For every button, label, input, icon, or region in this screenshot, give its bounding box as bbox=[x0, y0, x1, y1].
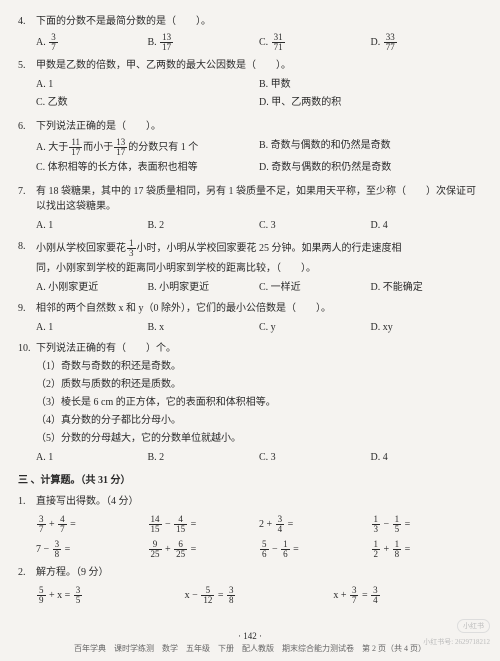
q5-opt-b: B. 甲数 bbox=[259, 77, 482, 92]
c1-row2: 7 − 38 = 925 + 625 = 56 − 16 = 12 + 18 = bbox=[18, 540, 482, 559]
q8-opt-b: B. 小明家更近 bbox=[148, 280, 260, 295]
q5-opt-c: C. 乙数 bbox=[36, 95, 259, 110]
q10: 10. 下列说法正确的有（ ）个。 bbox=[18, 341, 482, 356]
q7-opt-a: A. 1 bbox=[36, 218, 148, 233]
q10-s1: （1）奇数与奇数的积还是奇数。 bbox=[18, 359, 482, 374]
c2b: x − 512 = 38 bbox=[185, 586, 334, 605]
q8-opt-c: C. 一样近 bbox=[259, 280, 371, 295]
q7-opt-d: D. 4 bbox=[371, 218, 483, 233]
c2-stem: 解方程。（9 分） bbox=[36, 565, 482, 580]
q10-s2: （2）质数与质数的积还是质数。 bbox=[18, 377, 482, 392]
q8-opt-a: A. 小刚家更近 bbox=[36, 280, 148, 295]
q10-opt-d: D. 4 bbox=[371, 450, 483, 465]
q9: 9. 相邻的两个自然数 x 和 y（0 除外），它们的最小公倍数是（ ）。 bbox=[18, 301, 482, 316]
q7-stem: 有 18 袋糖果，其中的 17 袋质量相同，另有 1 袋质量不足，如果用天平称，… bbox=[36, 184, 482, 214]
q8-num: 8. bbox=[18, 239, 36, 258]
q4-stem: 下面的分数不是最简分数的是（ ）。 bbox=[36, 14, 482, 29]
c1-row1: 37 + 47 = 1415 − 415 = 2 + 34 = 13 − 15 … bbox=[18, 515, 482, 534]
q5-stem: 甲数是乙数的倍数，甲、乙两数的最大公因数是（ ）。 bbox=[36, 58, 482, 73]
q7-opt-c: C. 3 bbox=[259, 218, 371, 233]
q4-num: 4. bbox=[18, 14, 36, 29]
q9-opts: A. 1 B. x C. y D. xy bbox=[18, 320, 482, 335]
q10-opts: A. 1 B. 2 C. 3 D. 4 bbox=[18, 450, 482, 465]
c2-num: 2. bbox=[18, 565, 36, 580]
q6-opt-c: C. 体积相等的长方体，表面积也相等 bbox=[36, 160, 259, 175]
q8-stem: 小刚从学校回家要花13小时，小明从学校回家要花 25 分钟。如果两人的行走速度相 bbox=[36, 239, 482, 258]
q6-opt-d: D. 奇数与偶数的积仍然是奇数 bbox=[259, 160, 482, 175]
watermark-id: 小红书号: 2629718212 bbox=[423, 637, 490, 648]
q8-stem2: 同，小刚家到学校的距离同小明家到学校的距离比较，（ ）。 bbox=[18, 261, 482, 276]
q7-opts: A. 1 B. 2 C. 3 D. 4 bbox=[18, 218, 482, 233]
q4-opt-a: A. 37 bbox=[36, 33, 148, 52]
q7: 7. 有 18 袋糖果，其中的 17 袋质量相同，另有 1 袋质量不足，如果用天… bbox=[18, 184, 482, 214]
c1r1b: 1415 − 415 = bbox=[148, 515, 260, 534]
c2a: 59 + x = 35 bbox=[36, 586, 185, 605]
q4: 4. 下面的分数不是最简分数的是（ ）。 bbox=[18, 14, 482, 29]
c1r1d: 13 − 15 = bbox=[371, 515, 483, 534]
section-3-title: 三 、计算题。（共 31 分） bbox=[18, 473, 482, 488]
q8: 8. 小刚从学校回家要花13小时，小明从学校回家要花 25 分钟。如果两人的行走… bbox=[18, 239, 482, 258]
q7-num: 7. bbox=[18, 184, 36, 214]
q10-opt-c: C. 3 bbox=[259, 450, 371, 465]
c1r2c: 56 − 16 = bbox=[259, 540, 371, 559]
c1-stem: 直接写出得数。（4 分） bbox=[36, 494, 482, 509]
q5-opt-a: A. 1 bbox=[36, 77, 259, 92]
q5-opt-d: D. 甲、乙两数的积 bbox=[259, 95, 482, 110]
q5: 5. 甲数是乙数的倍数，甲、乙两数的最大公因数是（ ）。 bbox=[18, 58, 482, 73]
c1r1a: 37 + 47 = bbox=[36, 515, 148, 534]
q10-s3: （3）棱长是 6 cm 的正方体，它的表面积和体积相等。 bbox=[18, 395, 482, 410]
q10-s4: （4）真分数的分子都比分母小。 bbox=[18, 413, 482, 428]
c1: 1. 直接写出得数。（4 分） bbox=[18, 494, 482, 509]
c2-row: 59 + x = 35 x − 512 = 38 x + 37 = 34 bbox=[18, 586, 482, 605]
c2: 2. 解方程。（9 分） bbox=[18, 565, 482, 580]
q5-opts: A. 1 B. 甲数 C. 乙数 D. 甲、乙两数的积 bbox=[18, 77, 482, 113]
q4-opt-d: D. 3377 bbox=[371, 33, 483, 52]
q9-opt-c: C. y bbox=[259, 320, 371, 335]
q10-num: 10. bbox=[18, 341, 36, 356]
q8-opts: A. 小刚家更近 B. 小明家更近 C. 一样近 D. 不能确定 bbox=[18, 280, 482, 295]
watermark-logo: 小红书 bbox=[457, 619, 490, 634]
q6: 6. 下列说法正确的是（ ）。 bbox=[18, 119, 482, 134]
q5-num: 5. bbox=[18, 58, 36, 73]
c1r2b: 925 + 625 = bbox=[148, 540, 260, 559]
q9-opt-a: A. 1 bbox=[36, 320, 148, 335]
q9-opt-d: D. xy bbox=[371, 320, 483, 335]
q9-opt-b: B. x bbox=[148, 320, 260, 335]
q9-num: 9. bbox=[18, 301, 36, 316]
q8-opt-d: D. 不能确定 bbox=[371, 280, 483, 295]
q10-s5: （5）分数的分母越大，它的分数单位就越小。 bbox=[18, 431, 482, 446]
q10-stem: 下列说法正确的有（ ）个。 bbox=[36, 341, 482, 356]
q4-opt-b: B. 1317 bbox=[148, 33, 260, 52]
q6-stem: 下列说法正确的是（ ）。 bbox=[36, 119, 482, 134]
c1-num: 1. bbox=[18, 494, 36, 509]
c1r2d: 12 + 18 = bbox=[371, 540, 483, 559]
q9-stem: 相邻的两个自然数 x 和 y（0 除外），它们的最小公倍数是（ ）。 bbox=[36, 301, 482, 316]
q10-opt-b: B. 2 bbox=[148, 450, 260, 465]
c1r1c: 2 + 34 = bbox=[259, 515, 371, 534]
c1r2a: 7 − 38 = bbox=[36, 540, 148, 559]
q6-num: 6. bbox=[18, 119, 36, 134]
q6-opt-a: A. 大于1117而小于1317的分数只有 1 个 bbox=[36, 138, 259, 157]
q10-opt-a: A. 1 bbox=[36, 450, 148, 465]
q4-opts: A. 37 B. 1317 C. 3171 D. 3377 bbox=[18, 33, 482, 52]
q6-opt-b: B. 奇数与偶数的和仍然是奇数 bbox=[259, 138, 482, 157]
q4-opt-c: C. 3171 bbox=[259, 33, 371, 52]
q7-opt-b: B. 2 bbox=[148, 218, 260, 233]
c2c: x + 37 = 34 bbox=[333, 586, 482, 605]
q6-opts: A. 大于1117而小于1317的分数只有 1 个 B. 奇数与偶数的和仍然是奇… bbox=[18, 138, 482, 178]
